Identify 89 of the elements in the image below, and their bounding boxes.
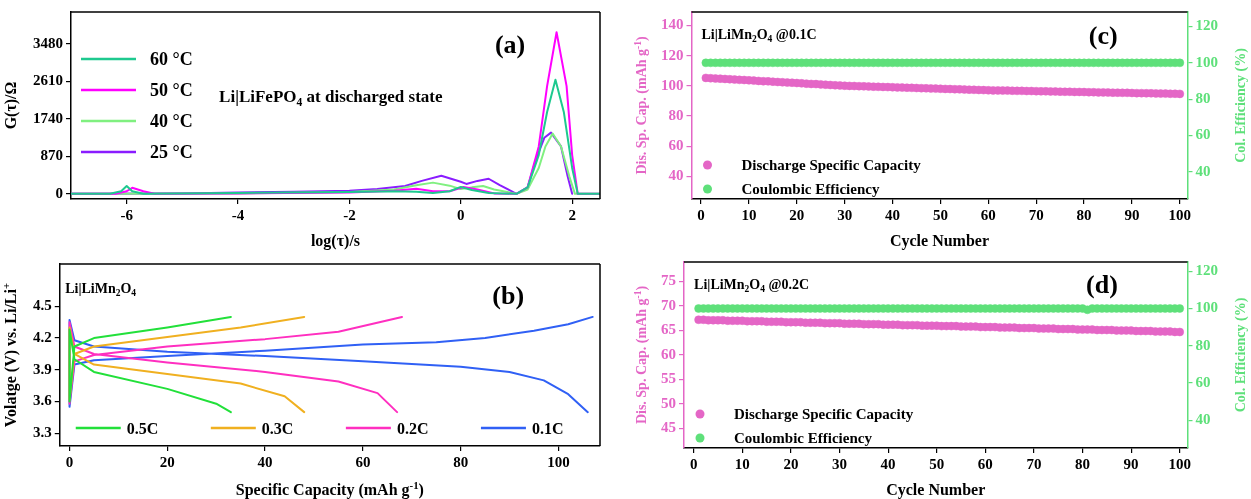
legend-label: 40 °C: [150, 111, 193, 132]
x-tick-label: 30: [837, 206, 853, 223]
annotation: (c): [1088, 20, 1118, 50]
x-tick-label: 60: [977, 455, 993, 472]
x-tick-label: 90: [1123, 455, 1139, 472]
y-tick-label: 40: [668, 167, 684, 184]
y-tick-label: 75: [661, 272, 676, 289]
y2-tick-label: 40: [1195, 162, 1211, 179]
x-tick-label: 20: [159, 453, 175, 470]
x-tick-label: 0: [457, 206, 465, 223]
y-tick-label: 3.3: [33, 424, 52, 441]
y-tick-label: 60: [661, 345, 676, 362]
annotation: (a): [494, 29, 526, 59]
y2-tick-label: 100: [1195, 53, 1218, 70]
x-tick-label: 100: [1168, 206, 1192, 223]
x-tick-label: 90: [1124, 206, 1140, 223]
y-tick-label: 870: [40, 147, 63, 164]
x-tick-label: 100: [547, 453, 570, 470]
x-tick-label: 20: [789, 206, 805, 223]
y-tick-label: 2610: [33, 72, 63, 89]
x-tick-label: 0: [65, 453, 74, 470]
legend-label: 0.1C: [531, 419, 564, 437]
y-tick-label: 4.5: [33, 297, 52, 314]
y-tick-label: 50: [661, 394, 676, 411]
y-tick-label: 70: [661, 296, 676, 313]
y-tick-label: 140: [661, 16, 684, 33]
legend-label: 60 °C: [150, 49, 193, 70]
x-tick-label: 80: [1076, 206, 1092, 223]
y-tick-label: 55: [661, 370, 676, 387]
y2-tick-label: 80: [1195, 90, 1211, 107]
y-axis-title: Volatge (V) vs. Li/Li+: [0, 282, 20, 428]
x-axis-title: Cycle Number: [889, 232, 990, 250]
x-tick-label: 70: [1026, 455, 1042, 472]
x-tick-label: 80: [1075, 455, 1091, 472]
legend-label: 25 °C: [150, 142, 193, 163]
legend-label: Coulombic Efficiency: [734, 430, 873, 447]
x-tick-label: -4: [231, 206, 245, 223]
y-tick-label: 4.2: [33, 328, 52, 345]
y-tick-label: 65: [661, 321, 676, 338]
y2-tick-label: 100: [1195, 299, 1218, 316]
y2-axis-title: Col. Efficiency (%): [1233, 297, 1249, 413]
legend-label: Discharge Specific Capacity: [741, 157, 922, 174]
x-tick-label: 50: [932, 206, 948, 223]
x-tick-label: 20: [783, 455, 799, 472]
x-tick-label: 40: [257, 453, 273, 470]
legend-label: 50 °C: [150, 80, 193, 101]
y2-tick-label: 60: [1195, 373, 1211, 390]
annotation: (b): [492, 281, 525, 311]
y2-tick-label: 40: [1195, 410, 1211, 427]
y-tick-label: 80: [668, 106, 684, 123]
x-tick-label: 60: [355, 453, 371, 470]
x-tick-label: 40: [880, 455, 896, 472]
legend-label: 0.2C: [396, 419, 429, 437]
y2-tick-label: 120: [1195, 262, 1218, 279]
legend-label: Discharge Specific Capacity: [734, 406, 914, 423]
x-tick-label: 10: [741, 206, 757, 223]
y2-tick-label: 120: [1195, 17, 1218, 34]
x-tick-label: 80: [453, 453, 469, 470]
legend-label: 0.3C: [261, 419, 294, 437]
x-tick-label: 0: [697, 206, 705, 223]
y-tick-label: 45: [661, 419, 676, 436]
x-tick-label: 60: [980, 206, 996, 223]
x-tick-label: 40: [885, 206, 901, 223]
annotation: (d): [1086, 270, 1118, 300]
y2-axis-title: Col. Efficiency (%): [1233, 47, 1249, 163]
y2-tick-label: 60: [1195, 126, 1211, 143]
y2-tick-label: 80: [1195, 336, 1211, 353]
y-tick-label: 60: [668, 137, 684, 154]
y-tick-label: 3.6: [33, 392, 53, 409]
x-axis-title: Cycle Number: [886, 481, 986, 499]
y-axis-title: G(τ)/Ω: [2, 81, 20, 130]
x-tick-label: 100: [1168, 455, 1191, 472]
x-tick-label: 0: [689, 455, 698, 472]
legend-label: Coulombic Efficiency: [741, 181, 880, 198]
x-tick-label: 2: [568, 206, 576, 223]
x-tick-label: -2: [343, 206, 356, 223]
y-tick-label: 3480: [33, 34, 63, 51]
legend-label: 0.5C: [126, 419, 159, 437]
y-tick-label: 100: [661, 76, 684, 93]
x-tick-label: -6: [120, 206, 134, 223]
y-tick-label: 0: [55, 184, 63, 201]
x-tick-label: 30: [832, 455, 848, 472]
x-tick-label: 50: [929, 455, 945, 472]
y-tick-label: 120: [661, 46, 684, 63]
y-tick-label: 3.9: [33, 360, 52, 377]
x-tick-label: 10: [734, 455, 750, 472]
x-tick-label: 70: [1028, 206, 1044, 223]
y-tick-label: 1740: [33, 109, 63, 126]
x-axis-title: log(τ)/s: [310, 232, 361, 250]
